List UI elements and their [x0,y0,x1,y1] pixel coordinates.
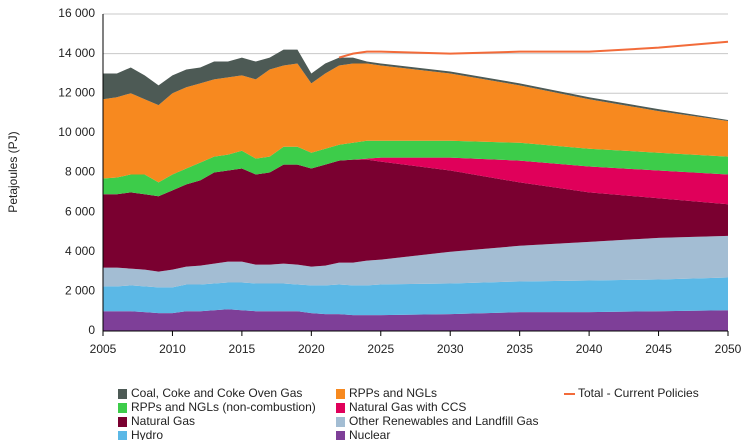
area [103,49,728,121]
legend-swatch [336,403,345,413]
y-tick-label: 16 000 [58,6,95,20]
legend-swatch [118,417,127,427]
area [103,140,728,197]
y-tick-label: 12 000 [58,85,95,99]
legend-swatch [118,403,127,413]
x-tick-label: 2030 [437,342,464,356]
legend-swatch [336,417,345,427]
y-tick-label: 2 000 [65,284,95,298]
x-tick-label: 2020 [298,342,325,356]
legend-swatch [336,431,345,440]
area [103,157,728,205]
x-tick-label: 2010 [159,342,186,356]
legend-swatch [118,389,127,399]
legend-label: Natural Gas with CCS [349,400,466,414]
legend-label: Other Renewables and Landfill Gas [349,414,538,428]
legend-label: Hydro [131,428,163,440]
area [103,159,728,272]
x-tick-label: 2015 [229,342,256,356]
legend-swatch [336,389,345,399]
y-tick-label: 6 000 [65,204,95,218]
area [103,309,728,331]
legend-label: Nuclear [349,428,390,440]
y-tick-label: 10 000 [58,125,95,139]
area [103,63,728,183]
x-tick-label: 2050 [715,342,742,356]
area [103,235,728,288]
legend-label: Natural Gas [131,414,195,428]
y-tick-label: 4 000 [65,244,95,258]
line [338,40,729,59]
x-tick-label: 2025 [367,342,394,356]
x-tick-label: 2040 [576,342,603,356]
area [103,277,728,316]
legend-label: Coal, Coke and Coke Oven Gas [131,386,302,400]
legend-label: RPPs and NGLs [349,386,437,400]
legend-label: RPPs and NGLs (non-combustion) [131,400,316,414]
y-axis-label: Petajoules (PJ) [6,131,20,212]
x-tick-label: 2005 [90,342,117,356]
x-tick-label: 2035 [506,342,533,356]
legend-label: Total - Current Policies [578,386,699,400]
y-tick-label: 14 000 [58,46,95,60]
y-tick-label: 0 [88,323,95,337]
legend-swatch [118,431,127,440]
y-tick-label: 8 000 [65,165,95,179]
x-tick-label: 2045 [645,342,672,356]
